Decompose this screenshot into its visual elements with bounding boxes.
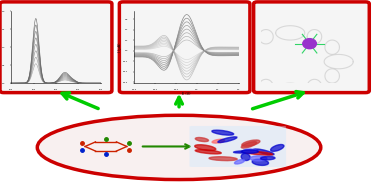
Ellipse shape bbox=[195, 150, 221, 154]
Ellipse shape bbox=[195, 145, 216, 151]
Ellipse shape bbox=[243, 149, 257, 152]
Ellipse shape bbox=[242, 140, 260, 146]
Ellipse shape bbox=[209, 157, 237, 161]
Ellipse shape bbox=[212, 139, 225, 143]
Ellipse shape bbox=[212, 130, 234, 135]
Ellipse shape bbox=[233, 151, 254, 153]
Ellipse shape bbox=[254, 149, 274, 155]
Ellipse shape bbox=[252, 159, 269, 165]
X-axis label: E (V): E (V) bbox=[182, 92, 191, 96]
Ellipse shape bbox=[250, 156, 267, 161]
Y-axis label: I (μA): I (μA) bbox=[117, 43, 122, 52]
FancyBboxPatch shape bbox=[0, 2, 112, 93]
Ellipse shape bbox=[241, 142, 257, 148]
FancyBboxPatch shape bbox=[254, 2, 369, 93]
Ellipse shape bbox=[245, 151, 273, 155]
Circle shape bbox=[303, 39, 316, 49]
Ellipse shape bbox=[37, 115, 321, 180]
Ellipse shape bbox=[241, 153, 250, 160]
FancyBboxPatch shape bbox=[119, 2, 250, 93]
Ellipse shape bbox=[235, 160, 245, 164]
Ellipse shape bbox=[195, 138, 209, 142]
Ellipse shape bbox=[241, 150, 258, 153]
FancyBboxPatch shape bbox=[189, 126, 286, 167]
Ellipse shape bbox=[218, 137, 237, 143]
Ellipse shape bbox=[260, 156, 275, 160]
Ellipse shape bbox=[271, 145, 284, 151]
